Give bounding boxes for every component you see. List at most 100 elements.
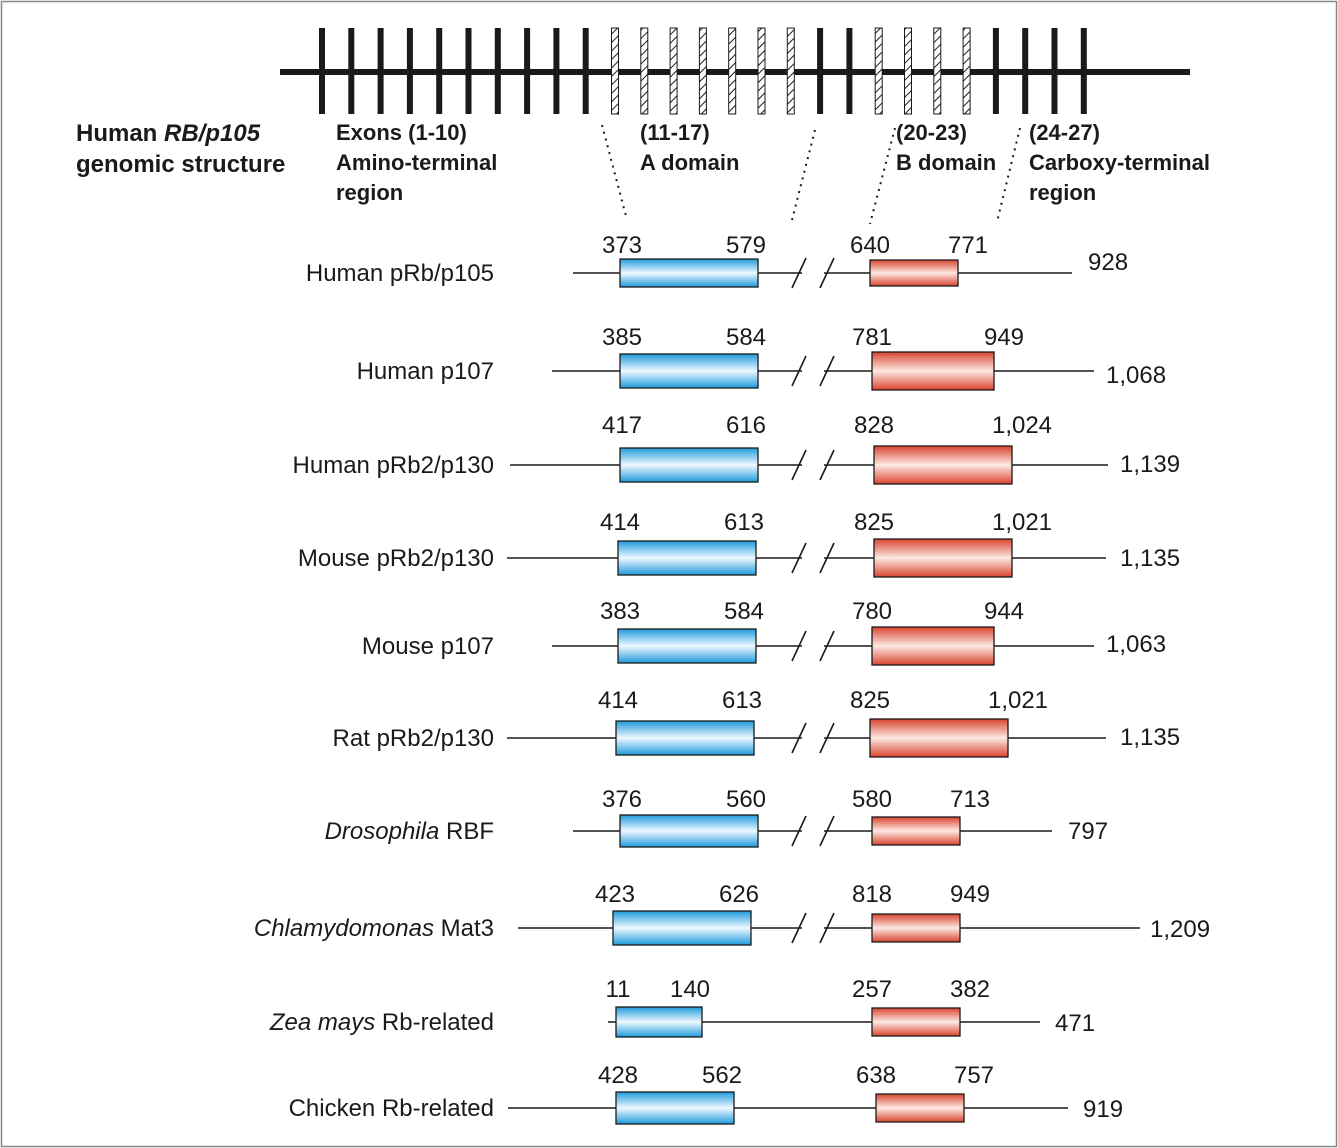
b-domain-start-label: 781 [852, 324, 892, 351]
protein-row: Chlamydomonas Mat3 423 626 818 949 1,209 [254, 881, 1210, 945]
protein-name-text: Human p107 [357, 358, 494, 385]
b-domain-start-label: 828 [854, 412, 894, 439]
a-domain-start-label: 414 [600, 509, 640, 536]
protein-name-italic: Chlamydomonas [254, 915, 434, 942]
protein-name-text: Chicken Rb-related [289, 1095, 494, 1122]
exon-hatched [963, 28, 970, 114]
b-domain-end-label: 771 [948, 232, 988, 259]
region-a-line2: A domain [640, 150, 739, 175]
exon-hatched [934, 28, 941, 114]
exon-solid [846, 28, 852, 114]
protein-name-text: Rat pRb2/p130 [333, 725, 494, 752]
exon-solid [1081, 28, 1087, 114]
protein-rows: Human pRb/p105 373 579 640 771 928 Human p107 3… [254, 232, 1210, 1124]
a-domain-start-label: 417 [602, 412, 642, 439]
a-domain-end-label: 560 [726, 786, 766, 813]
exon-solid [348, 28, 354, 114]
protein-name-text: Mat3 [434, 915, 494, 942]
exon-solid [1052, 28, 1058, 114]
exon-solid [495, 28, 501, 114]
projection-a-left [602, 125, 626, 216]
exon-solid [583, 28, 589, 114]
b-domain-box [872, 627, 994, 665]
exon-solid [1022, 28, 1028, 114]
protein-name-text: Human pRb2/p130 [293, 452, 494, 479]
b-domain-end-label: 949 [984, 324, 1024, 351]
protein-name: Chicken Rb-related [289, 1095, 494, 1122]
b-domain-end-label: 949 [950, 881, 990, 908]
a-domain-box [618, 629, 756, 663]
exon-hatched [729, 28, 736, 114]
total-length-label: 928 [1088, 249, 1128, 276]
a-domain-box [618, 541, 756, 575]
region-amino-line1: Exons (1-10) [336, 120, 467, 145]
b-domain-box [870, 719, 1008, 757]
b-domain-end-label: 1,024 [992, 412, 1052, 439]
protein-row: Rat pRb2/p130414 613 825 1,0211,135 [333, 687, 1181, 757]
exon-hatched [670, 28, 677, 114]
total-length-label: 1,209 [1150, 916, 1210, 943]
protein-name: Human p107 [357, 358, 494, 385]
projection-b-left [870, 128, 895, 224]
protein-name: Chlamydomonas Mat3 [254, 915, 494, 942]
b-domain-end-label: 944 [984, 598, 1024, 625]
exon-solid [524, 28, 530, 114]
total-length-label: 919 [1083, 1096, 1123, 1123]
b-domain-box [872, 914, 960, 942]
a-domain-start-label: 428 [598, 1062, 638, 1089]
protein-row: Human p107 385 584 781 949 1,068 [357, 324, 1167, 390]
protein-row: Human pRb/p105373 579 640 771928 [306, 232, 1128, 288]
a-domain-start-label: 376 [602, 786, 642, 813]
a-domain-start-label: 11 [606, 976, 631, 1003]
b-domain-start-label: 638 [856, 1062, 896, 1089]
a-domain-start-label: 423 [595, 881, 635, 908]
protein-name: Zea mays Rb-related [269, 1009, 494, 1036]
b-domain-box [872, 1008, 960, 1036]
b-domain-start-label: 825 [850, 687, 890, 714]
protein-name: Mouse pRb2/p130 [298, 545, 494, 572]
b-domain-box [876, 1094, 964, 1122]
b-domain-box [874, 539, 1012, 577]
total-length-label: 1,068 [1106, 362, 1166, 389]
protein-name: Mouse p107 [362, 633, 494, 660]
genomic-title-line1: Human RB/p105 [76, 120, 261, 147]
b-domain-start-label: 780 [852, 598, 892, 625]
exon-solid [378, 28, 384, 114]
a-domain-box [620, 448, 758, 482]
b-domain-start-label: 818 [852, 881, 892, 908]
protein-name-text: Mouse pRb2/p130 [298, 545, 494, 572]
exon-hatched [875, 28, 882, 114]
b-domain-start-label: 580 [852, 786, 892, 813]
protein-row: Human pRb2/p130417 616 828 1,0241,139 [293, 412, 1181, 484]
a-domain-end-label: 140 [670, 976, 710, 1003]
region-b-line2: B domain [896, 150, 996, 175]
a-domain-end-label: 626 [719, 881, 759, 908]
region-a-line1: (11-17) [640, 120, 710, 145]
a-domain-box [620, 259, 758, 287]
b-domain-box [872, 352, 994, 390]
b-domain-end-label: 757 [954, 1062, 994, 1089]
protein-row: Mouse p107 383 584 780 944 1,063 [362, 598, 1166, 665]
protein-row: Chicken Rb-related 428 562 638 757 919 [289, 1062, 1123, 1124]
genomic-title-line2: genomic structure [76, 151, 285, 178]
a-domain-box [616, 1092, 734, 1124]
b-domain-start-label: 825 [854, 509, 894, 536]
total-length-label: 1,135 [1120, 724, 1180, 751]
b-domain-start-label: 640 [850, 232, 890, 259]
protein-name: Human pRb/p105 [306, 260, 494, 287]
protein-name-italic: Zea mays [269, 1009, 375, 1036]
total-length-label: 1,063 [1106, 631, 1166, 658]
a-domain-start-label: 385 [602, 324, 642, 351]
exon-hatched [787, 28, 794, 114]
protein-row: Mouse pRb2/p130414 613 825 1,0211,135 [298, 509, 1180, 577]
b-domain-box [874, 446, 1012, 484]
a-domain-end-label: 584 [726, 324, 766, 351]
projection-b-right [997, 128, 1020, 222]
total-length-label: 797 [1068, 818, 1108, 845]
protein-name: Human pRb2/p130 [293, 452, 494, 479]
region-carboxy-line2: Carboxy-terminal [1029, 150, 1210, 175]
a-domain-end-label: 613 [724, 509, 764, 536]
protein-row: Drosophila RBF 376 560 580 713 797 [325, 786, 1108, 847]
